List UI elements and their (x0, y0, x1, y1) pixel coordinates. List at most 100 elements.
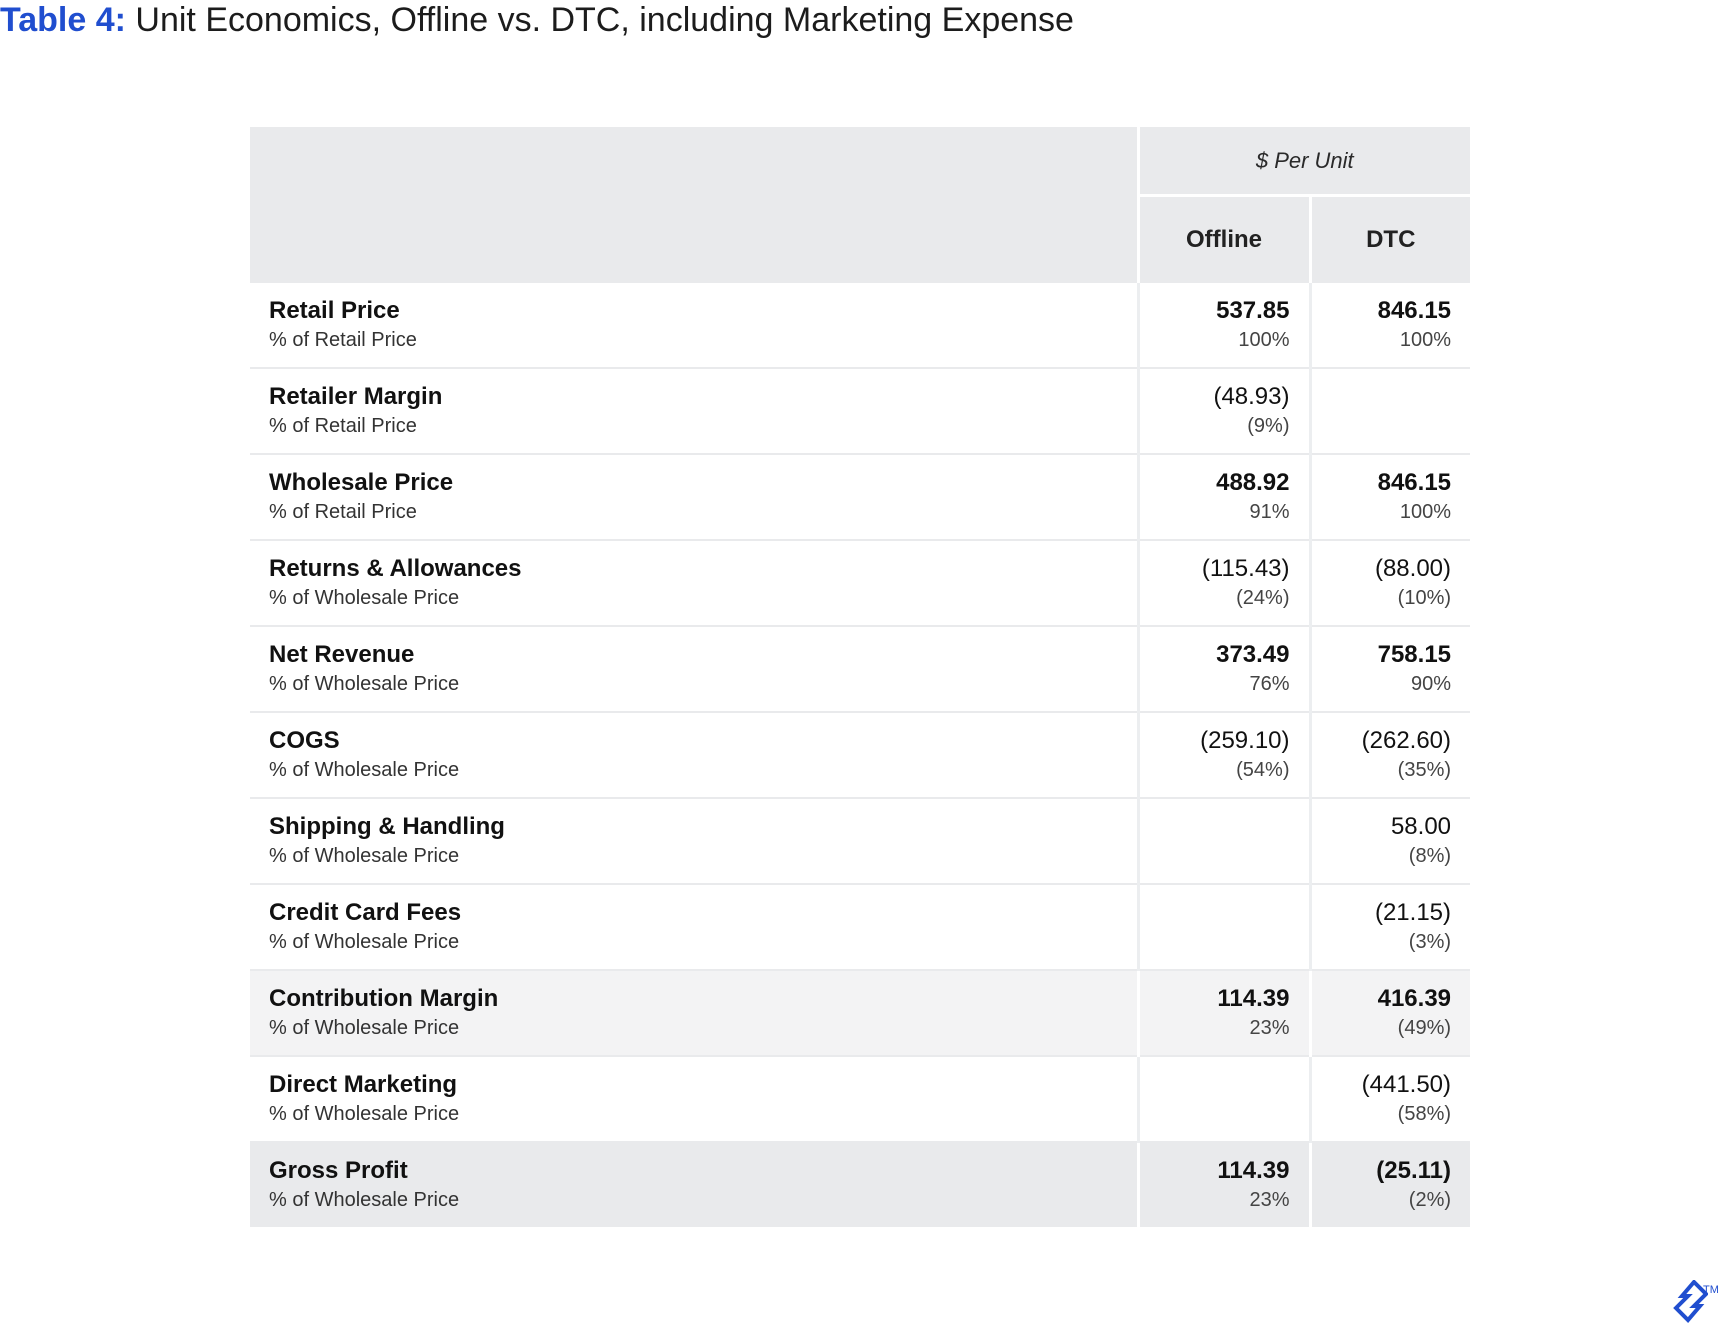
offline-value: (259.10) (1200, 727, 1290, 754)
offline-pct: 100% (1238, 329, 1290, 351)
dtc-value: 416.39 (1377, 985, 1452, 1012)
row-cogs: COGS % of Wholesale Price (259.10) (54%)… (250, 711, 1471, 798)
row-sublabel: % of Wholesale Price (269, 845, 460, 867)
dtc-value: 846.15 (1377, 469, 1452, 496)
offline-cell: (259.10) (54%) (1136, 711, 1310, 798)
offline-cell: 373.49 76% (1136, 625, 1310, 712)
offline-value: (115.43) (1201, 555, 1290, 582)
row-returns-allowances: Returns & Allowances % of Wholesale Pric… (250, 539, 1471, 626)
row-retail-price: Retail Price % of Retail Price 537.85 10… (250, 283, 1471, 368)
dtc-pct: (10%) (1397, 587, 1452, 609)
offline-pct: 91% (1249, 501, 1290, 523)
dtc-pct: (58%) (1397, 1103, 1452, 1125)
toptal-logo-icon (1673, 1280, 1708, 1323)
offline-cell (1136, 797, 1310, 884)
table-title: Table 4: Unit Economics, Offline vs. DTC… (0, 0, 1074, 40)
dtc-value: 758.15 (1377, 641, 1452, 668)
row-sublabel: % of Wholesale Price (269, 1103, 460, 1125)
row-label: Wholesale Price (269, 469, 454, 496)
dtc-value: (441.50) (1361, 1071, 1452, 1098)
row-label-cell: Wholesale Price % of Retail Price (250, 453, 1138, 540)
row-label: COGS (269, 727, 340, 754)
row-label-cell: COGS % of Wholesale Price (250, 711, 1138, 798)
row-sublabel: % of Wholesale Price (269, 759, 460, 781)
row-label-cell: Returns & Allowances % of Wholesale Pric… (250, 539, 1138, 626)
header-dtc: DTC (1308, 194, 1471, 283)
dtc-cell: 58.00 (8%) (1308, 797, 1471, 884)
offline-cell (1136, 1055, 1310, 1142)
offline-cell: (48.93) (9%) (1136, 367, 1310, 454)
row-sublabel: % of Wholesale Price (269, 673, 460, 695)
dtc-value: (88.00) (1374, 555, 1452, 582)
row-label: Shipping & Handling (269, 813, 505, 840)
dtc-cell: (441.50) (58%) (1308, 1055, 1471, 1142)
row-label: Returns & Allowances (269, 555, 522, 582)
dtc-cell: (25.11) (2%) (1308, 1141, 1471, 1227)
header-blank-cell (250, 127, 1138, 283)
row-label: Direct Marketing (269, 1071, 458, 1098)
row-label-cell: Retailer Margin % of Retail Price (250, 367, 1138, 454)
table-body: Retail Price % of Retail Price 537.85 10… (250, 283, 1471, 1227)
row-label: Credit Card Fees (269, 899, 462, 926)
row-sublabel: % of Wholesale Price (269, 1189, 460, 1211)
row-sublabel: % of Retail Price (269, 501, 417, 523)
row-label-cell: Shipping & Handling % of Wholesale Price (250, 797, 1138, 884)
dtc-pct: (49%) (1397, 1017, 1452, 1039)
offline-value: 488.92 (1216, 469, 1290, 496)
row-label-cell: Contribution Margin % of Wholesale Price (250, 969, 1138, 1056)
offline-value: 114.39 (1217, 1157, 1290, 1184)
dtc-pct: (2%) (1408, 1189, 1452, 1211)
dtc-cell: 846.15 100% (1308, 453, 1471, 540)
dtc-cell: (21.15) (3%) (1308, 883, 1471, 970)
offline-value: 114.39 (1217, 985, 1290, 1012)
offline-cell: (115.43) (24%) (1136, 539, 1310, 626)
row-label-cell: Gross Profit % of Wholesale Price (250, 1141, 1138, 1227)
row-contribution-margin: Contribution Margin % of Wholesale Price… (250, 969, 1471, 1056)
unit-economics-table-container: $ Per Unit Offline DTC Retail Price % of… (250, 127, 1471, 1227)
dtc-pct: 100% (1399, 501, 1452, 523)
offline-cell: 488.92 91% (1136, 453, 1310, 540)
table-header: $ Per Unit Offline DTC (250, 127, 1471, 283)
dtc-cell: (88.00) (10%) (1308, 539, 1471, 626)
row-label-cell: Credit Card Fees % of Wholesale Price (250, 883, 1138, 970)
row-label: Retail Price (269, 297, 400, 324)
row-label: Retailer Margin (269, 383, 443, 410)
row-sublabel: % of Retail Price (269, 329, 417, 351)
offline-value: 373.49 (1216, 641, 1290, 668)
row-sublabel: % of Wholesale Price (269, 587, 460, 609)
dtc-cell: (262.60) (35%) (1308, 711, 1471, 798)
table-title-text: Unit Economics, Offline vs. DTC, includi… (125, 1, 1074, 39)
row-label-cell: Retail Price % of Retail Price (250, 283, 1138, 368)
row-credit-card-fees: Credit Card Fees % of Wholesale Price (2… (250, 883, 1471, 970)
header-offline: Offline (1136, 194, 1310, 283)
row-shipping-handling: Shipping & Handling % of Wholesale Price… (250, 797, 1471, 884)
dtc-cell: 416.39 (49%) (1308, 969, 1471, 1056)
offline-cell: 114.39 23% (1136, 969, 1310, 1056)
dtc-cell: 846.15 100% (1308, 283, 1471, 368)
offline-pct: (24%) (1236, 587, 1290, 609)
offline-pct: 23% (1249, 1189, 1290, 1211)
offline-value: (48.93) (1213, 383, 1290, 410)
row-retailer-margin: Retailer Margin % of Retail Price (48.93… (250, 367, 1471, 454)
row-label-cell: Direct Marketing % of Wholesale Price (250, 1055, 1138, 1142)
dtc-pct: 90% (1410, 673, 1452, 695)
dtc-value: (25.11) (1376, 1157, 1452, 1184)
offline-value: 537.85 (1216, 297, 1290, 324)
dtc-pct: (3%) (1408, 931, 1452, 953)
row-label: Net Revenue (269, 641, 415, 668)
row-net-revenue: Net Revenue % of Wholesale Price 373.49 … (250, 625, 1471, 712)
row-label: Gross Profit (269, 1157, 408, 1184)
header-per-unit: $ Per Unit (1136, 127, 1471, 196)
dtc-cell: 758.15 90% (1308, 625, 1471, 712)
row-label: Contribution Margin (269, 985, 499, 1012)
table-title-prefix: Table 4: (0, 1, 126, 39)
row-sublabel: % of Retail Price (269, 415, 417, 437)
offline-pct: 76% (1249, 673, 1290, 695)
dtc-pct: 100% (1399, 329, 1452, 351)
row-sublabel: % of Wholesale Price (269, 931, 460, 953)
row-wholesale-price: Wholesale Price % of Retail Price 488.92… (250, 453, 1471, 540)
unit-economics-table: $ Per Unit Offline DTC Retail Price % of… (250, 127, 1471, 1227)
row-gross-profit: Gross Profit % of Wholesale Price 114.39… (250, 1141, 1471, 1227)
offline-pct: (54%) (1236, 759, 1290, 781)
dtc-cell (1308, 367, 1471, 454)
